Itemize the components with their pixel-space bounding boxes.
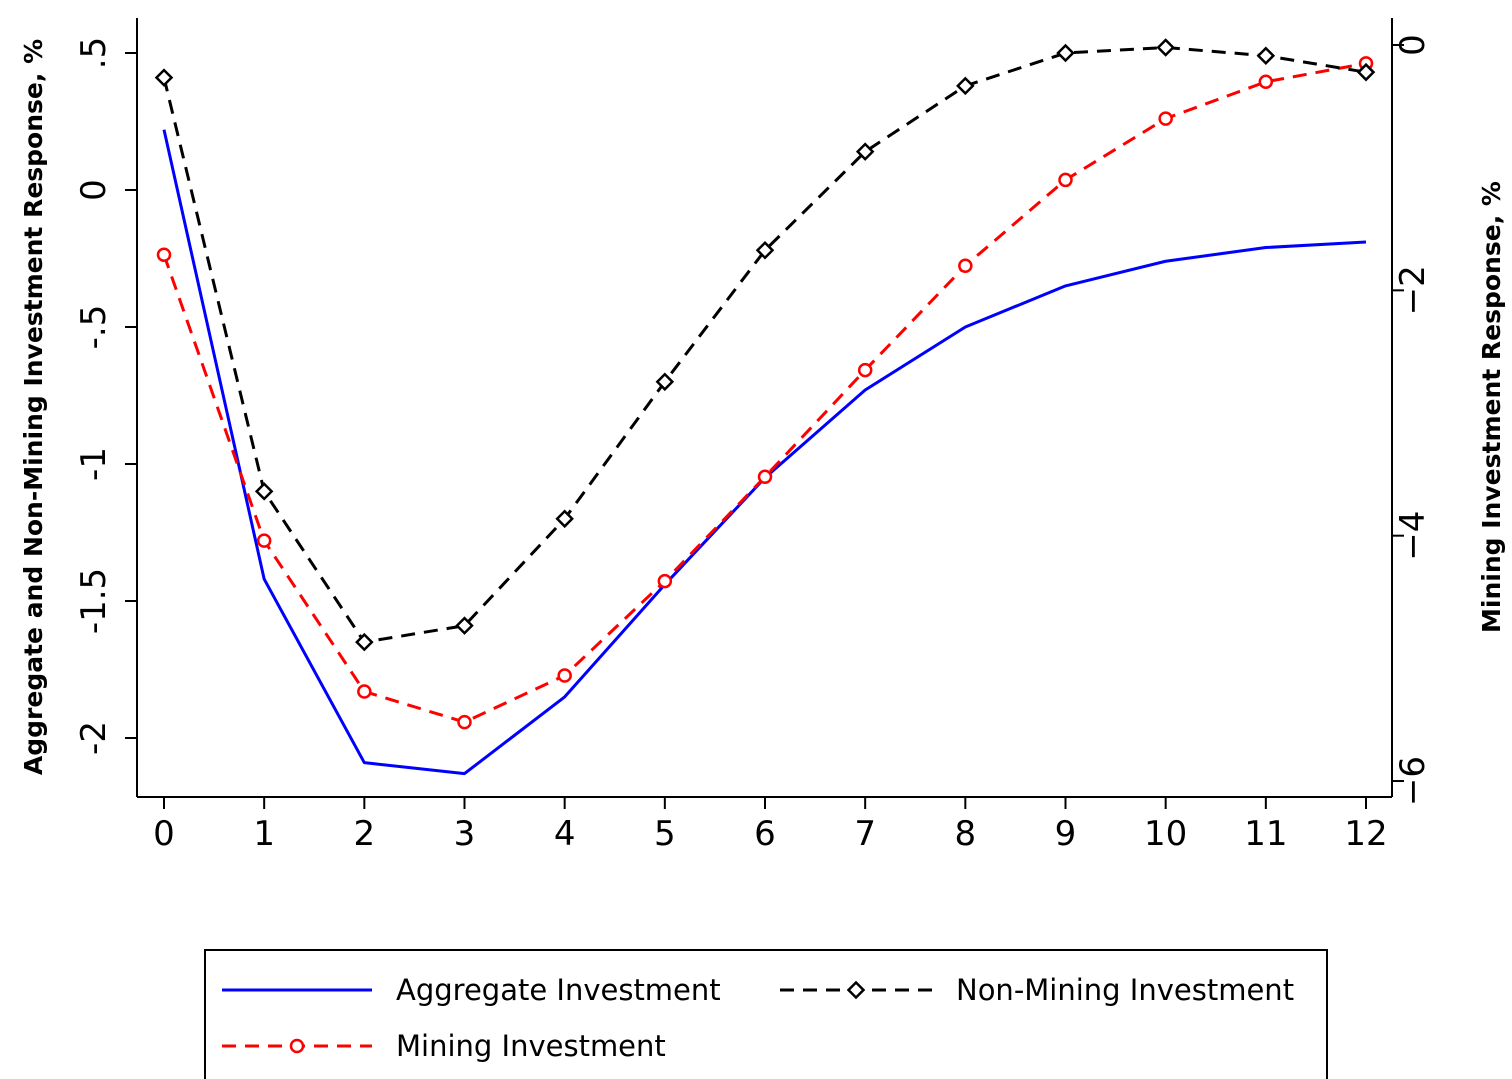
- x-tick-label: 7: [854, 814, 876, 854]
- legend-item: Non-Mining Investment: [780, 973, 1294, 1007]
- legend-item: Mining Investment: [222, 1029, 666, 1063]
- series-line: [162, 129, 1367, 776]
- y-tick-label-left: -1.5: [74, 568, 114, 634]
- data-point: [156, 247, 172, 263]
- x-tick-label: 8: [955, 814, 977, 854]
- data-point: [1258, 74, 1274, 90]
- y-tick-label-right: −6: [1393, 756, 1433, 806]
- y-axis-title-right: Mining Investment Response, %: [1477, 181, 1506, 633]
- x-tick-label: 1: [253, 814, 275, 854]
- data-point: [1356, 62, 1376, 82]
- axes: 0 1 2 3 4 5 6 7 8 9 10 11 12.50-.5-1-1.5-20−2−4−6Agg…: [19, 18, 1506, 854]
- x-tick-label: 11: [1244, 814, 1287, 854]
- x-tick-label: 0: [153, 814, 175, 854]
- data-point: [657, 573, 673, 589]
- legend-label: Aggregate Investment: [396, 973, 721, 1007]
- legend-box: [204, 949, 1328, 1079]
- x-tick-label: 4: [554, 814, 576, 854]
- data-point: [1056, 43, 1075, 63]
- data-point: [958, 258, 973, 274]
- y-tick-label-left: -.5: [74, 305, 114, 350]
- data-point: [855, 142, 875, 161]
- legend-marker: [846, 980, 866, 1000]
- series-line: [162, 46, 1367, 644]
- x-tick-label: 10: [1144, 814, 1187, 854]
- data-point: [956, 76, 975, 96]
- x-tick-label: 3: [454, 814, 476, 854]
- data-point: [455, 616, 474, 635]
- data-point: [655, 372, 675, 392]
- y-tick-label-left: -1: [74, 447, 114, 481]
- series-aggregate-investment: [162, 129, 1367, 776]
- data-point: [355, 632, 374, 652]
- data-point: [154, 68, 174, 87]
- data-point: [457, 714, 472, 730]
- y-tick-label-left: -2: [74, 721, 114, 755]
- data-point: [256, 533, 272, 548]
- y-tick-label-left: 0: [74, 179, 114, 201]
- data-point: [1058, 172, 1073, 188]
- data-point: [757, 469, 773, 485]
- data-point: [555, 509, 574, 529]
- data-point: [254, 482, 274, 501]
- y-axis-title-left: Aggregate and Non-Mining Investment Resp…: [19, 39, 48, 775]
- series-layer: [154, 38, 1376, 776]
- data-point: [357, 684, 372, 699]
- data-point: [857, 362, 873, 378]
- x-tick-label: 5: [654, 814, 676, 854]
- series-non-mining-investment: [154, 38, 1376, 652]
- legend-marker: [289, 1038, 305, 1054]
- data-point: [755, 241, 775, 260]
- x-tick-label: 12: [1344, 814, 1387, 854]
- series-mining-investment: [156, 56, 1374, 730]
- legend-label: Mining Investment: [396, 1029, 666, 1063]
- x-tick-label: 2: [354, 814, 376, 854]
- legend: Aggregate Investment Non-Mining Investmen…: [204, 949, 1328, 1079]
- data-point: [1156, 38, 1175, 57]
- y-tick-label-left: .5: [74, 37, 114, 69]
- x-tick-label: 6: [754, 814, 776, 854]
- y-tick-label-right: −2: [1393, 265, 1433, 315]
- data-point: [1256, 46, 1276, 66]
- legend-item: Aggregate Investment: [222, 973, 721, 1007]
- series-line: [162, 61, 1367, 724]
- y-tick-label-right: −4: [1393, 511, 1433, 561]
- data-point: [557, 668, 572, 683]
- y-tick-label-right: 0: [1393, 34, 1433, 56]
- legend-label: Non-Mining Investment: [956, 973, 1294, 1007]
- data-point: [1158, 111, 1173, 126]
- x-tick-label: 9: [1055, 814, 1077, 854]
